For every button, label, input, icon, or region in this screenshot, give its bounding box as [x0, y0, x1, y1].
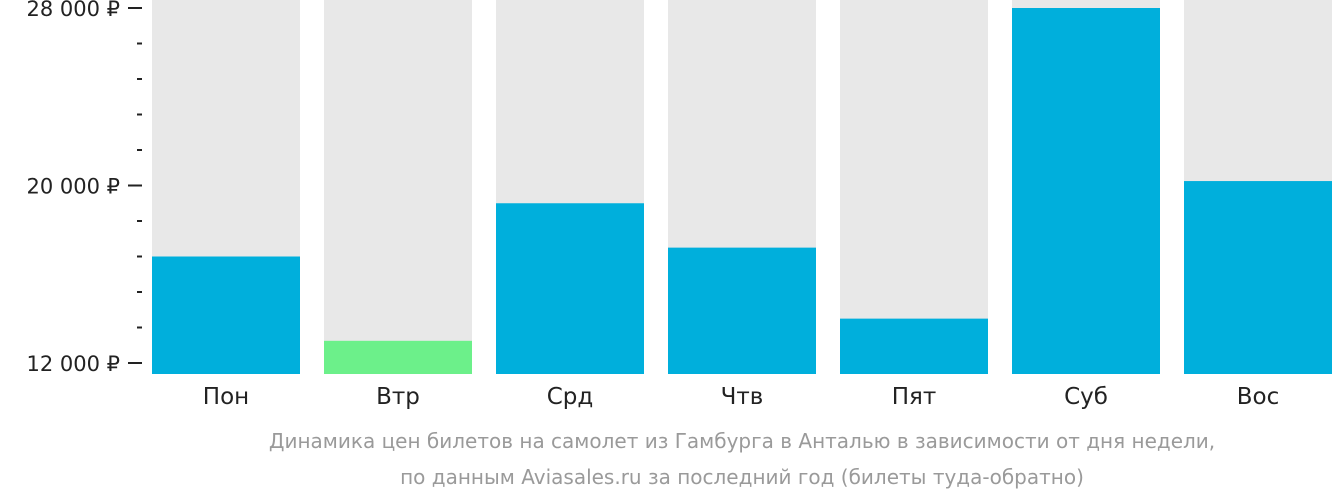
bar-1 — [324, 340, 472, 374]
x-tick-label-5: Суб — [1064, 384, 1108, 410]
y-tick-label-0: 12 000 ₽ — [26, 352, 120, 376]
bar-background-4 — [840, 0, 988, 374]
x-tick-label-2: Срд — [547, 384, 594, 410]
y-axis: 12 000 ₽ 20 000 ₽ 28 000 ₽ — [26, 0, 142, 376]
x-tick-label-1: Втр — [376, 384, 420, 410]
x-tick-label-6: Вос — [1237, 384, 1280, 410]
bar-4 — [840, 318, 988, 374]
x-tick-label-3: Чтв — [721, 384, 764, 410]
chart-caption-line-1: Динамика цен билетов на самолет из Гамбу… — [268, 429, 1216, 453]
bar-0 — [152, 256, 300, 374]
x-axis: Пон Втр Срд Чтв Пят Суб Вос — [203, 384, 1279, 410]
y-tick-label-2: 28 000 ₽ — [26, 0, 120, 21]
bar-background-1 — [324, 0, 472, 374]
x-tick-label-4: Пят — [892, 384, 937, 410]
bar-3 — [668, 247, 816, 374]
chart-caption-line-2: по данным Aviasales.ru за последний год … — [400, 465, 1084, 489]
bar-5 — [1012, 8, 1160, 374]
y-tick-label-1: 20 000 ₽ — [26, 175, 120, 199]
bar-6 — [1184, 181, 1332, 374]
value-bars — [152, 8, 1332, 374]
x-tick-label-0: Пон — [203, 384, 249, 410]
bar-2 — [496, 203, 644, 374]
